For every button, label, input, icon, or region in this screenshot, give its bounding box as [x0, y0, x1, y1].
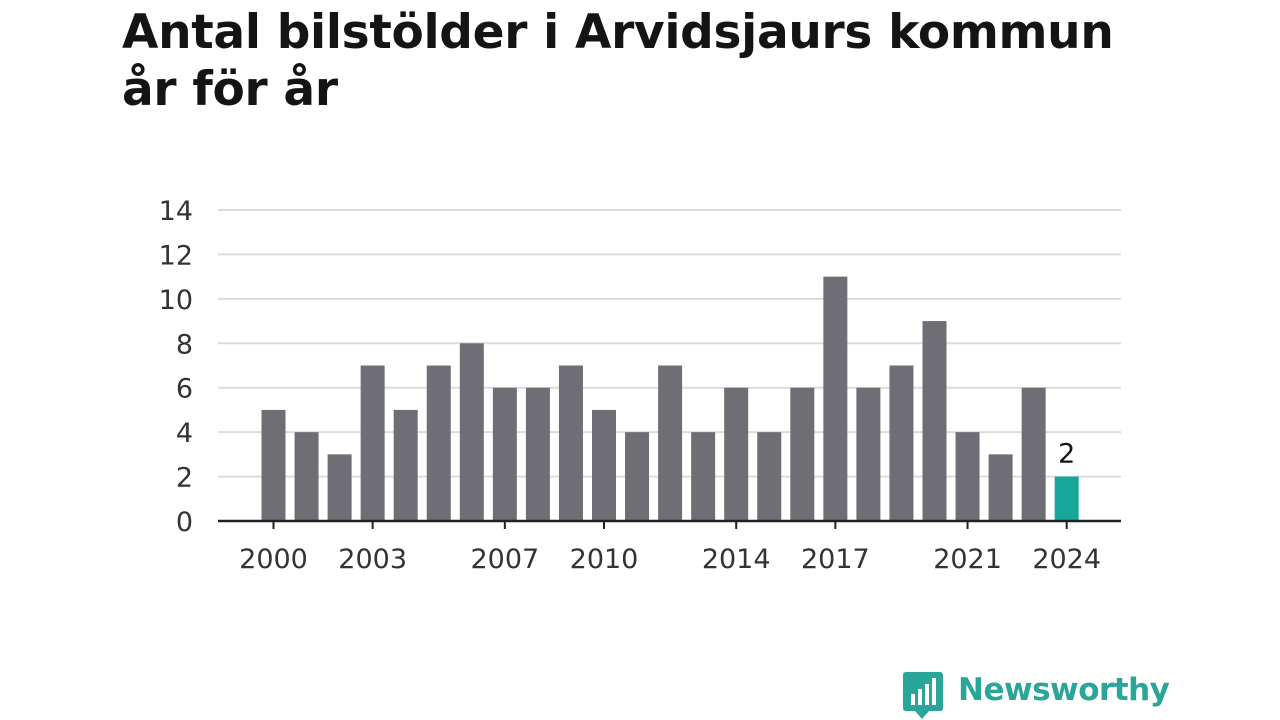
bar-2018: [856, 387, 881, 521]
y-tick-label: 14: [159, 196, 193, 227]
data-labels: 2: [1058, 439, 1075, 470]
y-tick-label: 12: [159, 240, 193, 271]
newsworthy-logo: Newsworthy: [902, 670, 1170, 720]
bar-2012: [658, 365, 683, 521]
bar-2009: [558, 365, 583, 521]
x-tick-label: 2000: [239, 544, 308, 575]
x-tick-label: 2007: [470, 544, 539, 575]
bar-2019: [889, 365, 914, 521]
y-tick-label: 4: [176, 418, 193, 449]
x-tick-label: 2014: [702, 544, 771, 575]
y-tick-label: 10: [159, 285, 193, 316]
x-axis-ticks: 2000 2003 2007 2010 2014 2017 2021 2024: [239, 521, 1101, 575]
bar-2003: [360, 365, 385, 521]
bar-2008: [525, 387, 550, 521]
bar-2011: [625, 432, 650, 521]
bar-2017: [823, 276, 848, 521]
bar-2005: [426, 365, 451, 521]
bar-2016: [790, 387, 815, 521]
y-tick-label: 2: [176, 463, 193, 494]
bar-2001: [294, 432, 319, 521]
chart-title: Antal bilstölder i Arvidsjaurs kommun år…: [122, 5, 1114, 117]
bar-2020: [922, 321, 947, 521]
x-tick-label: 2010: [570, 544, 639, 575]
x-tick-label: 2003: [338, 544, 407, 575]
bar-2000: [261, 409, 286, 521]
y-tick-label: 8: [176, 329, 193, 360]
bar-2021: [955, 432, 980, 521]
bar-2004: [393, 409, 418, 521]
y-tick-label: 6: [176, 374, 193, 405]
x-tick-label: 2024: [1032, 544, 1101, 575]
bar-2014: [724, 387, 749, 521]
bar-2015: [757, 432, 782, 521]
bar-2013: [691, 432, 716, 521]
bar-2024: [1054, 476, 1079, 521]
bar-2002: [327, 454, 352, 521]
chart-bubble-icon: [903, 672, 943, 719]
bar-2023: [1021, 387, 1046, 521]
bar-2007: [492, 387, 517, 521]
y-tick-label: 0: [176, 507, 193, 538]
y-axis-ticks: 0 2 4 6 8 10 12 14: [159, 196, 193, 538]
bars: [261, 276, 1079, 521]
logo-text: Newsworthy: [958, 672, 1170, 708]
bar-2022: [988, 454, 1013, 521]
x-tick-label: 2021: [933, 544, 1002, 575]
x-tick-label: 2017: [801, 544, 870, 575]
bar-2006: [459, 343, 484, 521]
data-label-2024: 2: [1058, 439, 1075, 470]
bar-2010: [592, 409, 616, 521]
